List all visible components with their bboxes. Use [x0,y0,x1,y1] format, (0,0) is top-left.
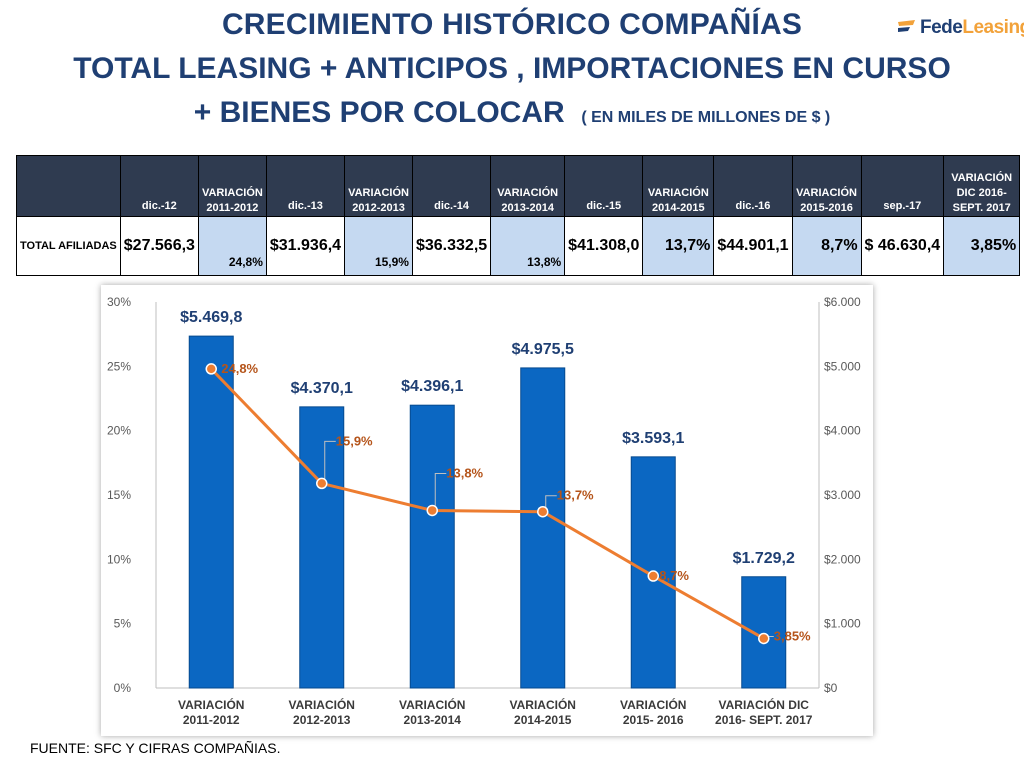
table-cell: $27.566,3 [119,216,199,276]
title-line-2: TOTAL LEASING + ANTICIPOS , IMPORTACIONE… [73,52,951,85]
data-label-leader [324,440,336,481]
bar [299,406,345,689]
bar-data-label: $3.593,1 [622,430,684,447]
right-axis-tick-label: $1.000 [824,617,861,631]
table-header-cell: dic.-13 [265,155,346,217]
table-cell: $31.936,4 [265,216,346,276]
x-axis-tick-label: VARIACIÓN [620,697,686,712]
data-label-leader [434,472,447,508]
table-header-cell: dic.-14 [411,155,492,217]
x-axis-tick-label: 2014-2015 [514,713,572,727]
table-header-cell: dic.-16 [713,155,793,217]
bar [409,404,455,689]
line-data-label: 13,7% [557,488,594,503]
x-axis-tick-label: VARIACIÓN DIC [719,697,810,712]
table-header-cell: sep.-17 [860,155,945,217]
left-axis-tick-label: 15% [107,488,131,502]
title-line-3: + BIENES POR COLOCAR ( EN MILES DE MILLO… [0,96,1024,130]
fedeleasing-logo: FedeLeasing [896,16,1024,42]
table-cell: 8,7% [791,216,862,276]
bar-data-label: $4.975,5 [512,341,574,358]
x-axis-tick-label: 2016- SEPT. 2017 [715,713,813,727]
table-cell: $36.332,5 [411,216,492,276]
bar [188,335,234,689]
table-header-cell: dic.-12 [119,155,199,217]
bar [741,576,787,689]
line-data-label: 24,8% [221,361,258,376]
line-data-label: 13,8% [446,465,483,480]
table-header-row: dic.-12 VARIACIÓN 2011-2012 dic.-13 VARIA… [16,155,1021,217]
x-axis-tick-label: VARIACIÓN [289,697,355,712]
bar-data-label: $4.396,1 [401,378,463,395]
right-axis-tick-label: $4.000 [824,424,861,438]
line-data-label: 8,7% [659,568,689,583]
table-cell: 13,7% [642,216,715,276]
table-cell: 13,8% [490,216,566,276]
chart-container: 0% 5% 10% 15% 20% 25% 30% $0 $1.000 $2.000 $3.000 $… [101,285,873,736]
line-point [647,570,659,582]
table-cell: 3,85% [943,216,1021,276]
table-row: TOTAL AFILIADAS $27.566,3 24,8% $31.936,… [16,216,1021,276]
right-axis-tick-label: $2.000 [824,552,861,566]
source-note: FUENTE: SFC Y CIFRAS COMPAÑIAS. [30,740,281,756]
data-label-leader [545,495,557,509]
line-point [205,363,217,375]
table-header-cell: VARIACIÓN 2013-2014 [490,155,566,217]
left-axis-tick-label: 5% [114,617,132,631]
line-point [426,504,438,517]
table-cell: 24,8% [197,216,267,276]
table-header-cell: VARIACIÓN 2011-2012 [197,155,267,217]
combo-chart: 0% 5% 10% 15% 20% 25% 30% $0 $1.000 $2.000 $3.000 $… [107,295,861,727]
fedeleasing-logo-icon [898,20,915,32]
line-point [316,477,328,490]
bar-data-label: $1.729,2 [733,550,795,567]
line-data-label: 15,9% [336,433,373,448]
fedeleasing-logo-text: FedeLeasing [920,17,1024,38]
title-line-1: CRECIMIENTO HISTÓRICO COMPAÑÍAS [221,8,803,41]
x-axis-tick-label: VARIACIÓN [510,697,576,712]
x-axis-tick-label: VARIACIÓN [178,697,244,712]
left-axis-tick-label: 20% [107,424,131,438]
table-cell: $44.901,1 [713,216,793,276]
left-axis-tick-label: 0% [114,681,132,695]
summary-table: dic.-12 VARIACIÓN 2011-2012 dic.-13 VARIA… [16,155,1021,276]
x-axis-tick-label: 2015- 2016 [623,713,684,727]
line-series [210,367,765,640]
bar-data-label: $5.469,8 [180,309,242,326]
title-line-3-text: + BIENES POR COLOCAR [193,96,565,129]
x-axis-tick-label: 2012-2013 [293,713,351,727]
bar-data-label: $4.370,1 [291,380,353,397]
right-axis-tick-label: $6.000 [824,295,861,309]
table-cell: $ 46.630,4 [860,216,945,276]
right-axis-tick-label: $0 [824,681,838,695]
bar [520,367,566,689]
table-header-cell [16,155,121,217]
table-header-cell: VARIACIÓN 2012-2013 [344,155,413,217]
line-point [537,505,549,518]
title-subtitle: ( EN MILES DE MILLONES DE $ ) [581,109,831,126]
table-header-cell: VARIACIÓN DIC 2016- SEPT. 2017 [943,155,1021,217]
left-axis-tick-label: 10% [107,552,131,566]
table-cell: $41.308,0 [564,216,644,276]
line-point [758,632,770,645]
row-label: TOTAL AFILIADAS [16,216,121,276]
right-axis-tick-label: $5.000 [824,359,861,373]
right-axis-tick-label: $3.000 [824,488,861,502]
line-data-label: 3,85% [774,628,811,643]
left-axis-tick-label: 30% [107,295,131,309]
table-header-cell: VARIACIÓN 2014-2015 [642,155,715,217]
x-axis-tick-label: 2013-2014 [404,713,462,727]
x-axis-tick-label: VARIACIÓN [399,697,465,712]
table-header-cell: dic.-15 [564,155,644,217]
table-header-cell: VARIACIÓN 2015-2016 [791,155,862,217]
x-axis-tick-label: 2011-2012 [183,713,240,727]
table-cell: 15,9% [344,216,413,276]
left-axis-tick-label: 25% [107,359,131,373]
